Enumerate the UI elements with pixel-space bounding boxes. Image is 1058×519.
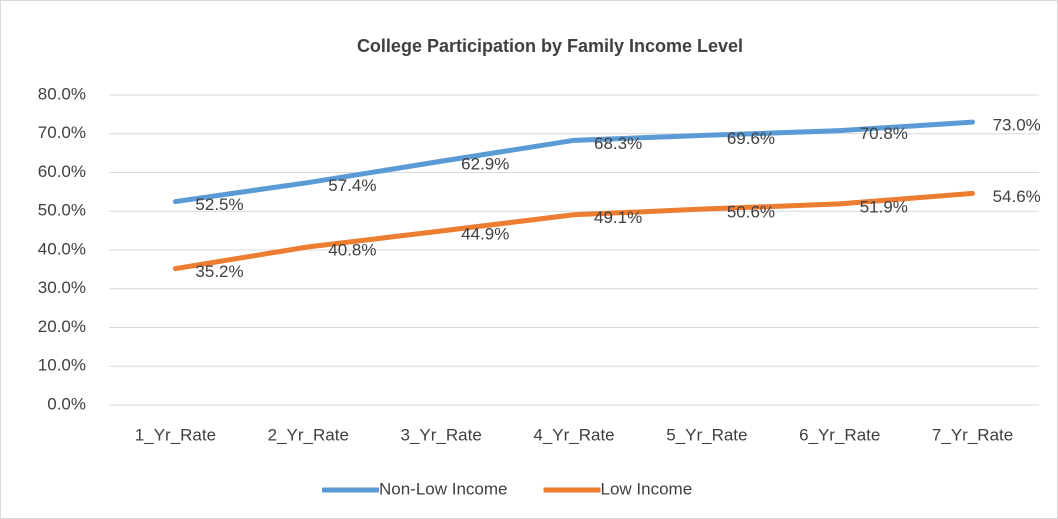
series-line [172, 119, 976, 205]
y-tick-label: 60.0% [38, 162, 86, 181]
y-tick-label: 80.0% [38, 84, 86, 103]
legend-label: Non-Low Income [379, 479, 508, 498]
y-tick-label: 30.0% [38, 278, 86, 297]
y-tick-label: 10.0% [38, 356, 86, 375]
data-label: 35.2% [195, 262, 243, 281]
data-label: 68.3% [594, 134, 642, 153]
data-label: 50.6% [727, 202, 775, 221]
x-tick-label: 7_Yr_Rate [932, 425, 1013, 444]
x-tick-label: 4_Yr_Rate [533, 425, 614, 444]
data-label: 57.4% [328, 176, 376, 195]
y-tick-label: 50.0% [38, 201, 86, 220]
data-label: 62.9% [461, 155, 509, 174]
data-label: 73.0% [993, 116, 1041, 135]
y-tick-label: 0.0% [47, 394, 86, 413]
chart-title: College Participation by Family Income L… [357, 36, 743, 56]
y-tick-label: 70.0% [38, 123, 86, 142]
data-label: 54.6% [993, 187, 1041, 206]
data-label: 51.9% [860, 197, 908, 216]
data-label: 69.6% [727, 129, 775, 148]
data-label: 44.9% [461, 224, 509, 243]
data-label: 70.8% [860, 124, 908, 143]
data-label: 40.8% [328, 240, 376, 259]
data-label: 49.1% [594, 208, 642, 227]
x-tick-label: 5_Yr_Rate [666, 425, 747, 444]
x-tick-label: 2_Yr_Rate [268, 425, 349, 444]
legend-label: Low Income [601, 479, 693, 498]
y-tick-label: 40.0% [38, 239, 86, 258]
x-tick-label: 6_Yr_Rate [799, 425, 880, 444]
y-tick-label: 20.0% [38, 317, 86, 336]
x-tick-label: 3_Yr_Rate [401, 425, 482, 444]
x-tick-label: 1_Yr_Rate [135, 425, 216, 444]
series-line [172, 190, 976, 272]
data-label: 52.5% [195, 195, 243, 214]
